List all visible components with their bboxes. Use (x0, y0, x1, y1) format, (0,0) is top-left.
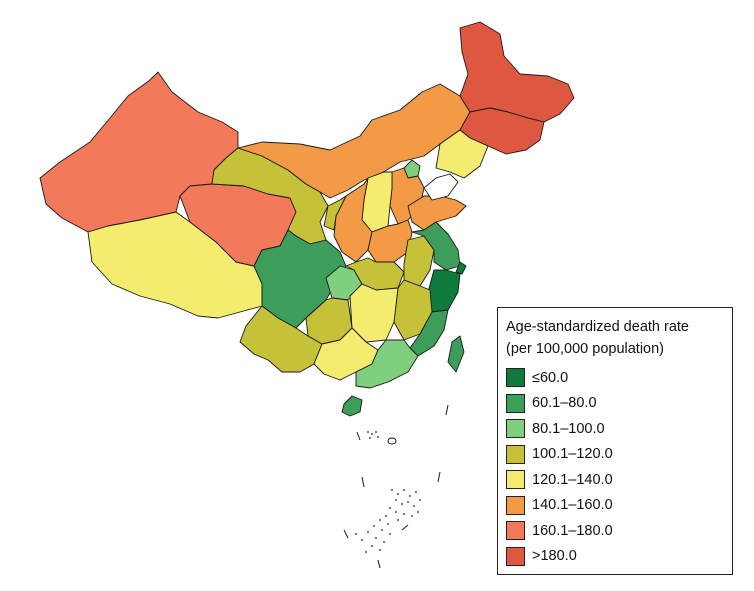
legend-item: ≤60.0 (506, 365, 724, 391)
legend-label: 120.1–140.0 (532, 471, 613, 488)
region-taiwan (447, 335, 465, 373)
legend-subtitle: (per 100,000 population) (506, 341, 665, 357)
region-hainan (341, 395, 363, 417)
legend-swatch (506, 470, 525, 490)
legend-item: 80.1–100.0 (506, 416, 724, 442)
region-liaoning (435, 129, 489, 179)
legend-label: 60.1–80.0 (532, 395, 597, 412)
legend-label: 100.1–120.0 (532, 446, 613, 463)
legend-swatch (506, 393, 525, 413)
map-legend: Age-standardized death rate (per 100,000… (497, 307, 733, 575)
legend-swatch (506, 546, 525, 566)
legend-swatch (506, 495, 525, 515)
legend-label: 160.1–180.0 (532, 522, 613, 539)
legend-label: >180.0 (532, 548, 577, 565)
legend-item: 160.1–180.0 (506, 518, 724, 544)
legend-label: ≤60.0 (532, 369, 569, 386)
south-china-sea-islands (343, 404, 449, 569)
region-zhejiang (427, 269, 461, 313)
legend-swatch (506, 368, 525, 388)
region-heilongjiang (459, 21, 575, 123)
legend-item: 140.1–160.0 (506, 493, 724, 519)
region-shanghai (455, 261, 467, 275)
legend-item: 60.1–80.0 (506, 391, 724, 417)
legend-item: >180.0 (506, 544, 724, 570)
legend-item: 100.1–120.0 (506, 442, 724, 468)
island-dots (355, 431, 421, 553)
legend-title: Age-standardized death rate (506, 319, 689, 335)
legend-swatch (506, 444, 525, 464)
legend-swatch (506, 419, 525, 439)
region-guangdong (355, 339, 419, 389)
legend-label: 140.1–160.0 (532, 497, 613, 514)
legend-label: 80.1–100.0 (532, 420, 605, 437)
bohai-sea (423, 173, 459, 201)
legend-item: 120.1–140.0 (506, 467, 724, 493)
region-yunnan (239, 305, 323, 373)
legend-items: ≤60.0 60.1–80.0 80.1–100.0 100.1–120.0 1… (506, 365, 724, 569)
region-ningxia (323, 195, 347, 231)
legend-swatch (506, 521, 525, 541)
